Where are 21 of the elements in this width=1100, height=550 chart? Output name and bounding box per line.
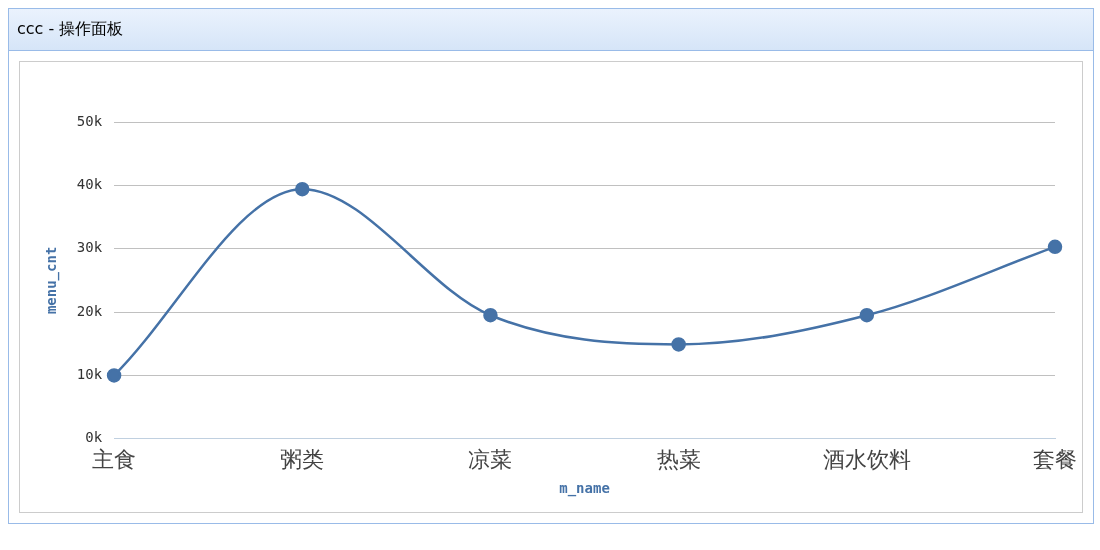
chart-title: ccc - 操作面板 [9,9,1093,51]
y-tick-label: 40k [76,176,103,192]
y-axis-title: menu_cnt [43,246,61,315]
point [106,368,122,383]
y-tick-label: 10k [76,366,103,383]
x-tick-label: 酒水饮料 [822,446,911,472]
y-tick-label: 20k [76,302,103,319]
y-tick-label: 0k [85,429,103,446]
point [1047,239,1063,255]
y-tick-label: 30k [76,239,103,256]
point [859,308,875,323]
x-tick-label: 凉菜 [468,446,513,472]
x-axis-title: m_name [559,480,610,498]
x-tick-label: 主食 [92,446,137,472]
point [295,181,310,197]
point [671,337,686,352]
point [483,308,498,323]
x-tick-label: 套餐 [1033,446,1077,472]
x-tick-label: 粥类 [280,446,325,472]
y-tick-label: 50k [76,112,103,129]
x-tick-label: 热菜 [656,446,701,472]
